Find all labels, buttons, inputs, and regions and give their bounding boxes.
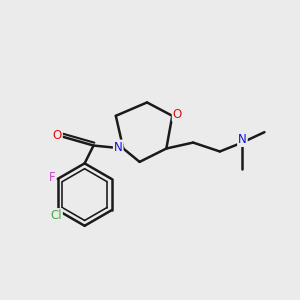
Text: N: N bbox=[238, 133, 247, 146]
Text: O: O bbox=[173, 108, 182, 121]
Text: N: N bbox=[114, 140, 123, 154]
Text: F: F bbox=[49, 171, 56, 184]
Text: Cl: Cl bbox=[50, 209, 62, 222]
Text: O: O bbox=[52, 129, 62, 142]
